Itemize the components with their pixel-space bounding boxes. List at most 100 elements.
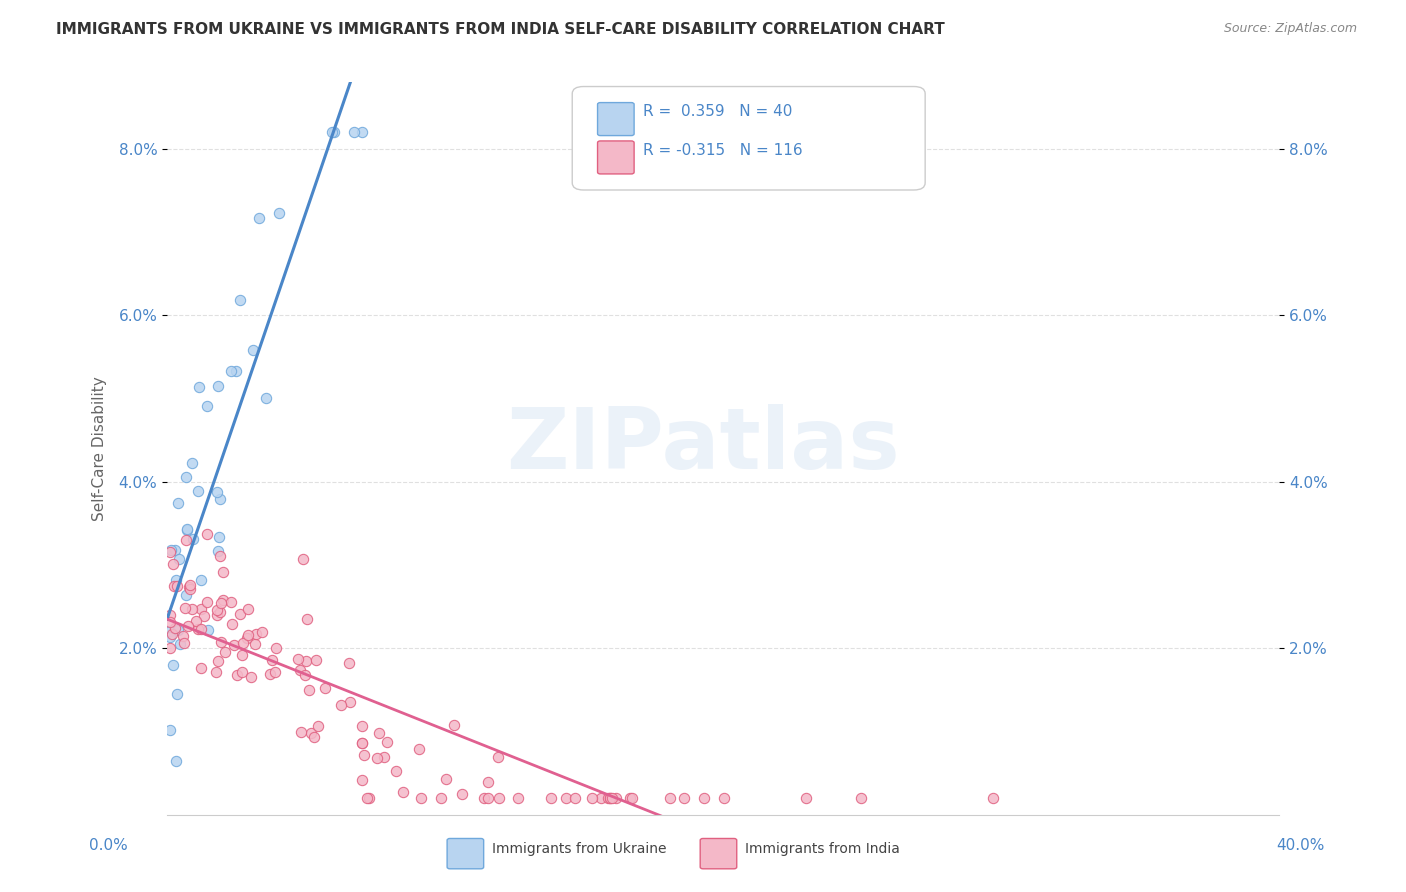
Point <box>162 557 184 571</box>
Point <box>239 670 262 684</box>
Point <box>794 791 817 805</box>
Point <box>174 588 197 602</box>
Point <box>195 399 218 413</box>
Point <box>254 391 277 405</box>
Point <box>434 772 457 787</box>
Point <box>409 791 432 805</box>
Point <box>159 723 181 737</box>
Point <box>238 628 260 642</box>
Point <box>408 742 430 756</box>
Point <box>222 638 245 652</box>
Point <box>236 631 259 645</box>
Point <box>229 607 252 622</box>
Point <box>307 719 329 733</box>
Point <box>208 530 231 544</box>
Point <box>343 125 366 139</box>
Point <box>267 206 290 220</box>
Point <box>167 623 190 637</box>
Point <box>166 687 188 701</box>
Text: ZIPatlas: ZIPatlas <box>506 404 900 488</box>
Point <box>231 648 253 662</box>
Point <box>350 125 373 139</box>
Point <box>172 628 194 642</box>
Point <box>205 485 228 500</box>
Point <box>205 665 228 679</box>
Point <box>174 601 197 615</box>
Point <box>392 785 415 799</box>
Point <box>295 654 318 668</box>
Point <box>205 603 228 617</box>
Point <box>165 543 187 558</box>
Point <box>179 580 201 594</box>
Point <box>209 634 232 648</box>
Point <box>619 791 641 805</box>
Point <box>250 625 273 640</box>
Point <box>259 667 281 681</box>
Point <box>177 619 200 633</box>
Point <box>184 614 207 628</box>
Point <box>167 496 190 510</box>
Point <box>208 491 231 506</box>
Text: Immigrants from India: Immigrants from India <box>745 842 900 856</box>
Point <box>229 293 252 307</box>
Point <box>305 653 328 667</box>
Point <box>290 725 312 739</box>
Point <box>166 573 188 587</box>
Point <box>375 734 398 748</box>
Point <box>287 652 309 666</box>
Point <box>506 791 529 805</box>
Point <box>564 791 586 805</box>
Point <box>443 718 465 732</box>
Point <box>450 787 472 801</box>
Point <box>620 791 643 805</box>
Point <box>713 791 735 805</box>
Point <box>851 791 873 805</box>
Point <box>159 640 181 655</box>
Point <box>291 552 314 566</box>
Point <box>472 791 495 805</box>
Point <box>242 343 264 357</box>
Point <box>693 791 716 805</box>
Point <box>596 791 619 805</box>
Point <box>298 682 321 697</box>
Point <box>356 791 378 805</box>
Point <box>159 607 181 622</box>
Point <box>264 640 287 655</box>
Point <box>219 595 242 609</box>
Point <box>207 654 229 668</box>
Point <box>179 577 201 591</box>
Point <box>186 622 208 636</box>
Point <box>599 791 621 805</box>
Point <box>430 791 453 805</box>
Point <box>160 627 183 641</box>
Point <box>195 527 218 541</box>
Point <box>159 543 181 558</box>
Point <box>591 791 613 805</box>
Point <box>162 657 184 672</box>
Point <box>602 791 624 805</box>
Point <box>373 750 395 764</box>
Point <box>477 791 499 805</box>
Point <box>599 791 621 805</box>
Point <box>352 736 374 750</box>
Point <box>187 484 209 499</box>
Point <box>294 668 316 682</box>
Point <box>486 750 509 764</box>
Point <box>165 621 187 635</box>
Point <box>207 608 229 623</box>
Point <box>214 645 236 659</box>
Text: R = -0.315   N = 116: R = -0.315 N = 116 <box>643 143 803 158</box>
Point <box>190 573 212 587</box>
Point <box>224 364 246 378</box>
Point <box>207 543 229 558</box>
Point <box>231 665 253 679</box>
Point <box>181 456 204 470</box>
Point <box>159 624 181 638</box>
Text: R =  0.359   N = 40: R = 0.359 N = 40 <box>643 104 792 120</box>
Point <box>190 622 212 636</box>
Point <box>190 661 212 675</box>
Point <box>209 605 232 619</box>
Point <box>169 552 191 566</box>
Point <box>368 726 391 740</box>
Point <box>169 637 191 651</box>
